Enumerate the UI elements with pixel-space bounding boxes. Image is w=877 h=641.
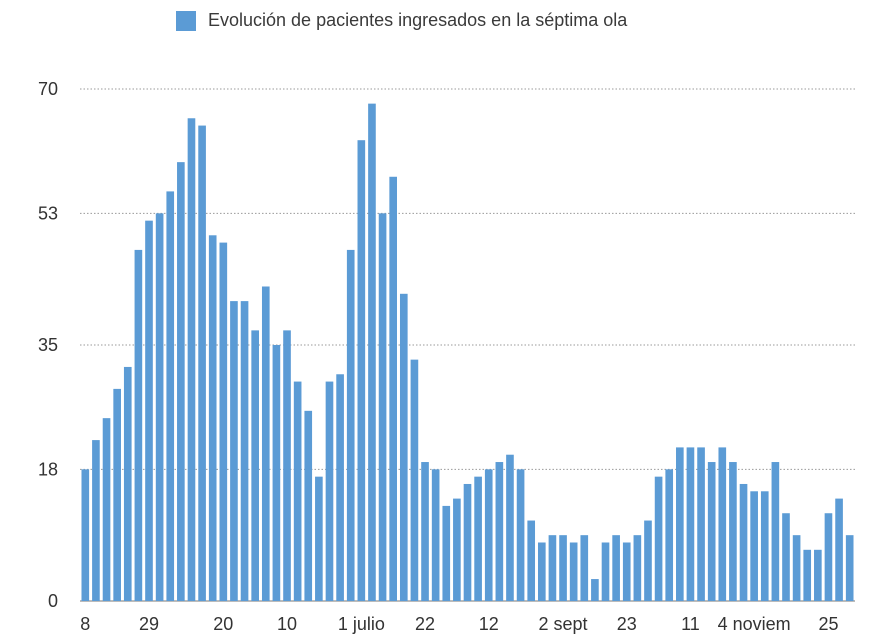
bar	[633, 535, 642, 601]
bar	[325, 381, 334, 601]
bar	[495, 462, 504, 601]
bar	[421, 462, 429, 601]
bars	[81, 103, 854, 602]
bar	[484, 469, 493, 601]
bar	[814, 549, 822, 601]
bar	[845, 535, 854, 601]
bar	[750, 491, 758, 601]
y-axis-ticks: 0 18 35 53 70	[38, 79, 58, 611]
x-tick-label: 29	[139, 614, 159, 634]
bar	[548, 535, 557, 601]
bar	[389, 176, 397, 601]
bar	[293, 381, 302, 601]
bar	[782, 513, 790, 601]
bar	[92, 440, 100, 601]
bar	[760, 491, 769, 601]
x-tick-label: 12	[479, 614, 499, 634]
y-tick-label: 35	[38, 335, 58, 355]
bar	[187, 118, 196, 601]
x-tick-label: 20	[213, 614, 233, 634]
bar	[442, 505, 451, 601]
y-tick-label: 70	[38, 79, 58, 99]
bar	[697, 447, 705, 601]
x-tick-label: 11	[681, 614, 700, 634]
bar	[283, 330, 291, 601]
bar	[622, 542, 631, 601]
bar	[803, 549, 812, 601]
bar	[198, 125, 206, 601]
bar	[537, 542, 546, 601]
x-tick-label: 23	[617, 614, 637, 634]
bar	[771, 462, 780, 601]
bar	[219, 242, 228, 601]
bar	[399, 293, 408, 601]
bar	[601, 542, 610, 601]
bar	[835, 498, 843, 601]
bar	[591, 579, 599, 601]
bar	[357, 140, 366, 601]
bar	[654, 476, 663, 601]
bar	[580, 535, 589, 601]
bar	[612, 535, 620, 601]
bar	[665, 469, 674, 601]
x-tick-label: 10	[277, 614, 297, 634]
y-tick-label: 0	[48, 591, 58, 611]
bar	[134, 249, 143, 601]
bar	[516, 469, 525, 601]
bar	[155, 213, 164, 601]
x-tick-label: 2 sept	[539, 614, 588, 634]
bar	[792, 535, 801, 601]
bar	[166, 191, 175, 601]
bar	[527, 520, 536, 601]
bar	[378, 213, 387, 601]
bar	[431, 469, 440, 601]
bar	[240, 301, 249, 601]
bar	[145, 220, 153, 601]
bar	[336, 374, 344, 601]
y-tick-label: 53	[38, 203, 58, 223]
bar	[676, 447, 684, 601]
x-tick-label: 22	[415, 614, 435, 634]
legend: Evolución de pacientes ingresados en la …	[176, 10, 627, 31]
bar	[304, 410, 313, 601]
bar	[410, 359, 419, 601]
bar	[272, 345, 281, 601]
bar	[718, 447, 727, 601]
bar	[208, 235, 217, 602]
legend-label: Evolución de pacientes ingresados en la …	[208, 10, 628, 30]
bar	[177, 162, 185, 601]
bar	[230, 301, 238, 601]
bar	[686, 447, 695, 601]
bar	[81, 469, 90, 601]
bar	[644, 520, 652, 601]
bar	[559, 535, 567, 601]
bar	[729, 462, 737, 601]
bar	[346, 249, 355, 601]
x-tick-label: 25	[818, 614, 838, 634]
bar	[506, 454, 514, 601]
bar	[261, 286, 270, 601]
y-tick-label: 18	[38, 459, 58, 479]
bar	[315, 476, 323, 601]
x-tick-label: 8	[80, 614, 90, 634]
legend-swatch	[176, 10, 196, 31]
bar	[474, 476, 482, 601]
bar	[453, 498, 461, 601]
bar	[102, 418, 111, 601]
bar	[707, 462, 716, 601]
bar	[113, 388, 121, 601]
x-tick-label: 1 julio	[338, 614, 385, 634]
bar	[824, 513, 833, 601]
bar	[463, 483, 472, 601]
bar	[368, 103, 376, 601]
bar	[739, 483, 748, 601]
bar	[123, 366, 132, 601]
bar	[569, 542, 578, 601]
x-tick-label: 4 noviem	[718, 614, 791, 634]
bar	[251, 330, 259, 601]
